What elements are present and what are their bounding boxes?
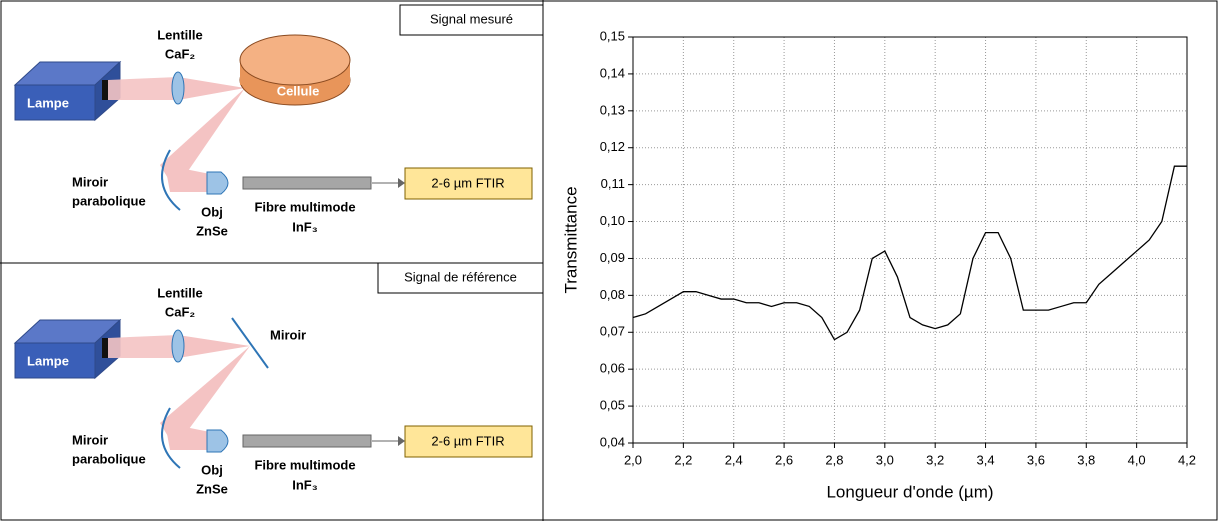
x-tick-label: 3,0 (876, 452, 894, 467)
lens-label: CaF₂ (165, 46, 196, 61)
arrow-head (398, 178, 405, 188)
fibre (242, 176, 372, 190)
parabolic-mirror (161, 407, 181, 469)
y-tick-label: 0,06 (600, 361, 625, 376)
lens (171, 329, 185, 363)
x-tick-label: 4,0 (1128, 452, 1146, 467)
beam (160, 346, 250, 448)
beam (165, 165, 215, 192)
x-tick-label: 2,4 (725, 452, 743, 467)
title-box (377, 262, 544, 294)
y-tick-label: 0,12 (600, 139, 625, 154)
cell-top (239, 34, 351, 86)
x-axis-label: Longueur d'onde (µm) (826, 482, 993, 501)
mirror-label: Miroir (72, 432, 108, 447)
setup-panel: Signal de référence Lampe Miroir Lentille Ca… (13, 262, 544, 496)
detector-label: 2-6 µm FTIR (431, 433, 504, 448)
y-tick-label: 0,13 (600, 102, 625, 117)
beam (178, 335, 250, 358)
cell-label: Cellule (277, 83, 320, 98)
lens-label: Lentille (157, 27, 203, 42)
parabolic-mirror (161, 149, 181, 211)
y-tick-label: 0,05 (600, 398, 625, 413)
mirror-label: parabolique (72, 193, 146, 208)
x-tick-label: 2,8 (825, 452, 843, 467)
objective (206, 429, 229, 453)
detector-box (404, 425, 533, 458)
beam (108, 335, 178, 358)
lens-label: CaF₂ (165, 304, 196, 319)
panel-title: Signal mesuré (430, 11, 513, 26)
lamp-port (102, 338, 108, 358)
x-tick-label: 2,6 (775, 452, 793, 467)
arrow-head (398, 436, 405, 446)
fibre-label: InF₃ (292, 477, 318, 492)
detector-label: 2-6 µm FTIR (431, 175, 504, 190)
lamp-front (14, 342, 96, 379)
y-tick-label: 0,15 (600, 28, 625, 43)
x-tick-label: 2,0 (624, 452, 642, 467)
detector-box (404, 167, 533, 200)
title-box (399, 4, 544, 36)
lamp-label: Lampe (27, 353, 69, 368)
x-tick-label: 3,8 (1077, 452, 1095, 467)
x-tick-label: 3,2 (926, 452, 944, 467)
mirror-label: parabolique (72, 451, 146, 466)
lamp-label: Lampe (27, 95, 69, 110)
lamp-port (102, 80, 108, 100)
plot-frame (632, 36, 1188, 444)
lens-label: Lentille (157, 285, 203, 300)
beam (160, 88, 245, 190)
data-line (632, 165, 1187, 341)
objective-label: ZnSe (196, 223, 228, 238)
y-tick-label: 0,04 (600, 434, 625, 449)
x-tick-label: 3,4 (977, 452, 995, 467)
objective-label: Obj (201, 204, 223, 219)
x-tick-label: 2,2 (674, 452, 692, 467)
objective-label: Obj (201, 462, 223, 477)
x-tick-label: 4,2 (1178, 452, 1196, 467)
setup-panel: Signal mesuré Lampe Cellule Lentille CaF₂ Mir… (13, 4, 544, 238)
mirror-label: Miroir (72, 174, 108, 189)
objective-label: ZnSe (196, 481, 228, 496)
fibre-label: Fibre multimode (254, 199, 355, 214)
x-tick-label: 3,6 (1027, 452, 1045, 467)
flat-mirror (231, 317, 269, 369)
fibre-label: InF₃ (292, 219, 318, 234)
beam (165, 423, 215, 450)
y-tick-label: 0,11 (601, 176, 625, 191)
objective (206, 171, 229, 195)
lens (171, 71, 185, 105)
panel-title: Signal de référence (404, 269, 517, 284)
flat-mirror-label: Miroir (270, 327, 306, 342)
y-axis-label: Transmittance (561, 186, 580, 293)
y-tick-label: 0,08 (600, 287, 625, 302)
y-tick-label: 0,14 (600, 65, 625, 80)
beam (108, 77, 178, 100)
fibre (242, 434, 372, 448)
beam (178, 77, 245, 100)
fibre-label: Fibre multimode (254, 457, 355, 472)
y-tick-label: 0,07 (600, 324, 625, 339)
y-tick-label: 0,10 (600, 213, 625, 228)
lamp-front (14, 84, 96, 121)
y-tick-label: 0,09 (600, 250, 625, 265)
